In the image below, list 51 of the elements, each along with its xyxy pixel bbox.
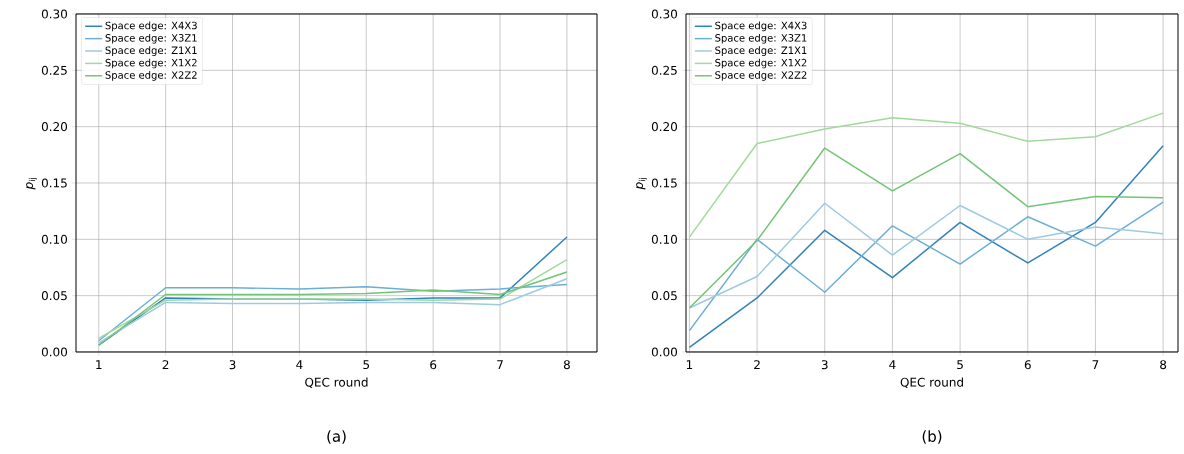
line-series [688,145,1164,349]
x-tick-label: 1 [686,360,693,369]
legend-label: Space edge: X1X2 [105,58,197,69]
x-axis-title: QEC round [900,377,963,389]
x-tick-label: 3 [229,360,236,370]
y-tick-label: 0.25 [651,65,677,75]
x-tick-label: 5 [957,360,963,370]
y-tick-label: 0.15 [651,178,677,188]
line-series [688,202,1164,309]
x-tick-label: 6 [430,360,437,370]
y-tick-label: 0.10 [651,234,678,244]
legend-label: Space edge: X4X3 [105,21,197,32]
x-tick-label: 4 [296,360,303,369]
y-tick-label: 0.30 [651,9,678,19]
x-tick-label: 3 [821,360,828,370]
text: (a) [327,430,346,444]
y-tick-label: 0.00 [651,347,678,357]
x-tick-label: 8 [1160,360,1167,370]
y-tick-label: 0.05 [651,291,677,301]
y-axis-title: p$_{ij}$ [636,177,647,190]
y-tick-label: 0.00 [41,347,68,357]
x-axis-title: QEC round [305,377,368,389]
x-tick-label: 7 [1092,360,1099,369]
x-tick-label: 2 [162,360,169,370]
x-tick-label: 4 [889,360,896,369]
y-tick-label: 0.10 [41,234,68,244]
x-tick-label: 5 [363,360,370,370]
x-tick-label: 8 [563,360,570,370]
x-tick-label: 1 [96,360,102,369]
y-tick-label: 0.30 [41,9,68,19]
y-tick-label: 0.25 [41,65,67,75]
legend-label: Space edge: X3Z1 [105,33,197,44]
legend-label: Space edge: Z1X1 [105,46,197,56]
legend-label: Space edge: X3Z1 [715,33,807,44]
x-tick-label: 6 [1024,360,1031,370]
x-tick-label: 7 [497,360,503,369]
legend-label: Space edge: X2Z2 [105,71,197,81]
x-tick-label: 2 [754,360,760,370]
legend-label: Space edge: X1X2 [715,58,807,69]
line-series [688,112,1164,238]
y-tick-label: 0.05 [41,291,67,301]
y-tick-label: 0.20 [41,122,68,132]
text: (b) [922,430,942,444]
y-axis-title: p$_{ij}$ [26,177,37,190]
legend-label: Space edge: Z1X1 [715,46,807,56]
line-series [688,201,1164,332]
legend-label: Space edge: X4X3 [715,21,807,32]
line-series [688,147,1164,309]
y-tick-label: 0.15 [41,178,67,188]
legend-label: Space edge: X2Z2 [715,71,807,81]
y-tick-label: 0.20 [651,122,678,132]
